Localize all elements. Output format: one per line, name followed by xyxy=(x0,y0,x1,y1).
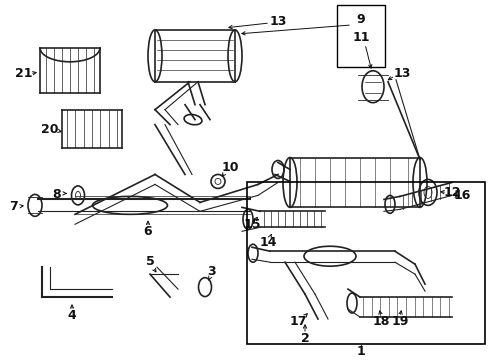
Text: 16: 16 xyxy=(452,189,470,202)
Text: 20: 20 xyxy=(41,123,59,136)
Text: 14: 14 xyxy=(259,236,276,249)
Text: 7: 7 xyxy=(10,200,19,213)
Text: 10: 10 xyxy=(221,161,238,174)
Text: 17: 17 xyxy=(289,315,306,328)
Text: 2: 2 xyxy=(300,332,309,346)
Text: 1: 1 xyxy=(356,345,365,359)
Text: 4: 4 xyxy=(67,309,76,321)
Text: 13: 13 xyxy=(392,67,410,80)
Text: 6: 6 xyxy=(143,225,152,238)
Text: 3: 3 xyxy=(207,265,216,278)
Text: 18: 18 xyxy=(371,315,389,328)
Text: 15: 15 xyxy=(243,218,260,231)
Text: 19: 19 xyxy=(390,315,408,328)
Text: 5: 5 xyxy=(145,255,154,268)
Text: 21: 21 xyxy=(15,67,33,80)
Bar xyxy=(336,5,384,67)
Text: 11: 11 xyxy=(351,31,369,44)
Text: 12: 12 xyxy=(442,186,460,199)
Text: 8: 8 xyxy=(53,188,61,201)
Bar xyxy=(246,183,484,344)
Text: 9: 9 xyxy=(356,13,365,26)
Text: 13: 13 xyxy=(269,15,286,28)
